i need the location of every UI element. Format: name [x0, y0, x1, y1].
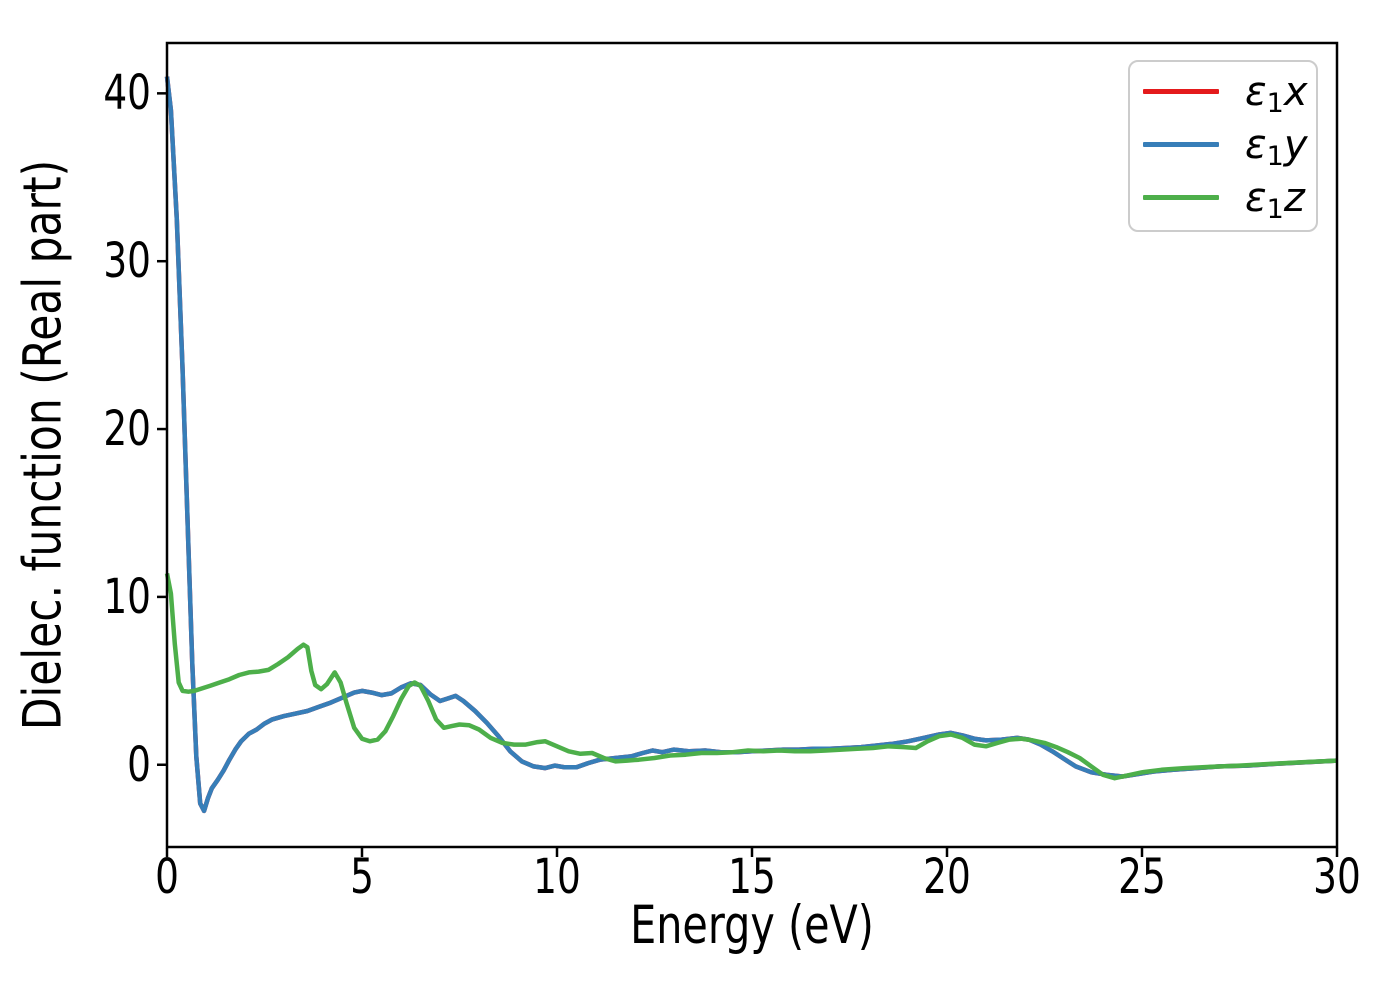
y-tick-label: 30 — [103, 233, 151, 290]
x-tick-label: 10 — [533, 849, 581, 905]
legend: ε1x ε1y ε1z — [1128, 60, 1318, 232]
y-tick-label: 0 — [127, 736, 151, 793]
subscript-one: 1 — [1266, 87, 1284, 119]
epsilon-symbol: ε — [1245, 121, 1267, 168]
y-tick-label: 10 — [103, 568, 151, 625]
epsilon-symbol: ε — [1245, 68, 1267, 115]
legend-line-e1z — [1143, 195, 1219, 200]
epsilon-symbol: ε — [1245, 174, 1267, 221]
legend-label-e1z: ε1z — [1245, 174, 1305, 223]
component-letter-x: x — [1283, 68, 1308, 115]
x-tick-label: 25 — [1118, 849, 1166, 905]
legend-item-e1z: ε1z — [1130, 171, 1316, 224]
series-e1z-line — [164, 572, 1338, 781]
y-axis-label: Dielec. function (Real part) — [12, 159, 74, 731]
legend-label-e1x: ε1x — [1245, 68, 1308, 117]
x-tick-label: 30 — [1313, 849, 1361, 905]
legend-item-e1x: ε1x — [1130, 65, 1316, 118]
subscript-one: 1 — [1266, 193, 1284, 225]
legend-label-e1y: ε1y — [1245, 121, 1308, 170]
y-tick-label: 20 — [103, 401, 151, 458]
legend-item-e1y: ε1y — [1130, 118, 1316, 171]
x-tick-label: 0 — [155, 849, 179, 905]
component-letter-y: y — [1283, 121, 1308, 168]
subscript-one: 1 — [1266, 140, 1284, 172]
component-letter-z: z — [1283, 174, 1305, 221]
legend-line-e1y — [1143, 142, 1219, 147]
y-tick-label: 40 — [103, 65, 151, 122]
x-tick-label: 20 — [923, 849, 971, 905]
axes-frame — [165, 41, 1339, 849]
legend-line-e1x — [1143, 89, 1219, 94]
x-axis-label: Energy (eV) — [630, 895, 874, 956]
x-tick-label: 15 — [728, 849, 776, 905]
x-tick-label: 5 — [350, 849, 374, 905]
